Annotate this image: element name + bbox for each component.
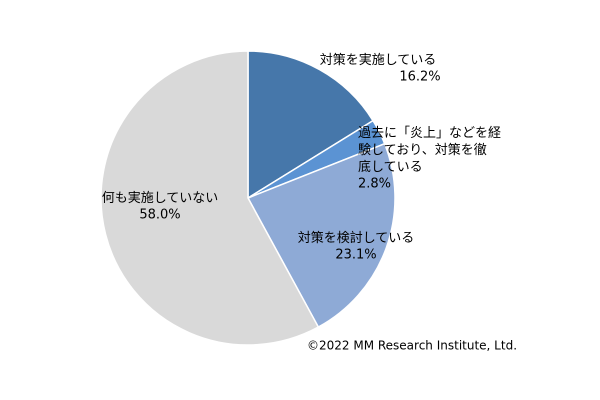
copyright: ©2022 MM Research Institute, Ltd. [307,339,517,353]
slice-name: 過去に「炎上」などを経験しており、対策を徹底している [358,126,501,175]
pie-slice [247,50,375,200]
slice-name: 何も実施していない [102,190,219,206]
value-label: 58.0% [139,208,180,223]
slice-name: 対策を実施している [320,52,437,68]
value-label: 16.2% [399,70,440,85]
slice-label: 対策を実施している [320,52,437,68]
value-label: 23.1% [335,248,376,263]
slice-name: 対策を検討している [298,230,415,246]
slice-label: 何も実施していない [102,190,219,206]
slice-label: 過去に「炎上」などを経験しており、対策を徹底している [358,126,501,175]
slice-label: 対策を検討している [298,230,415,246]
value-label: 2.8% [358,177,391,192]
pie-slice [246,142,396,329]
pie-slice [100,50,320,346]
